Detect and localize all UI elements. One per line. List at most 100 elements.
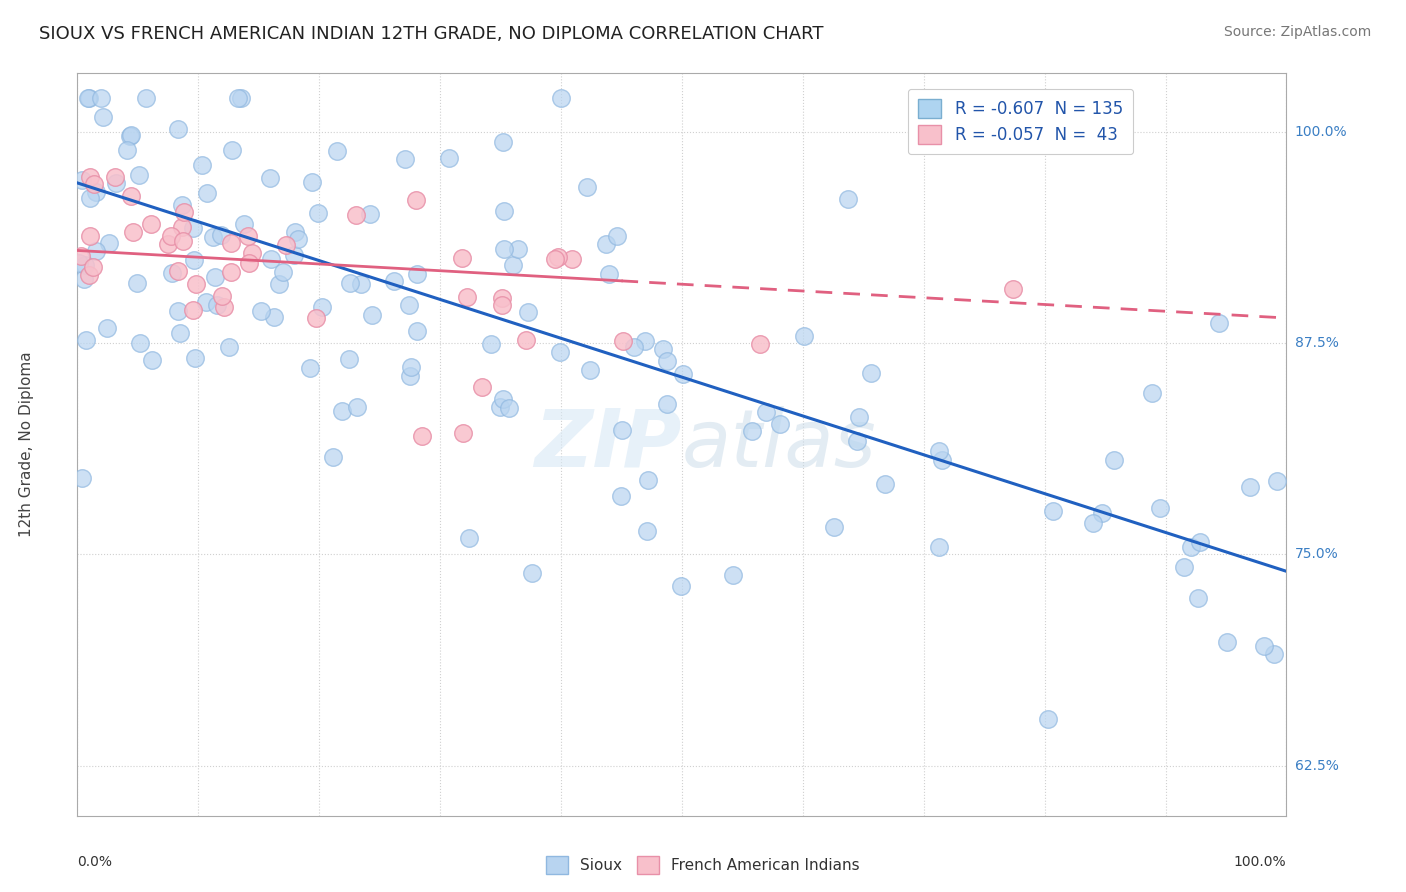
Point (405, 194, 427, 208)
Point (1253, 639, 1275, 653)
Point (70, 249, 93, 263)
Point (522, 566, 544, 580)
Point (139, 217, 162, 231)
Point (211, 289, 233, 303)
Point (184, 277, 207, 291)
Point (669, 579, 692, 593)
Point (494, 242, 516, 256)
Point (544, 252, 567, 266)
Text: SIOUX VS FRENCH AMERICAN INDIAN 12TH GRADE, NO DIPLOMA CORRELATION CHART: SIOUX VS FRENCH AMERICAN INDIAN 12TH GRA… (39, 25, 824, 43)
Point (491, 392, 513, 407)
Point (1239, 480, 1261, 494)
Point (848, 410, 870, 425)
Point (451, 426, 474, 441)
Point (135, 91, 157, 105)
Point (125, 276, 148, 290)
Point (307, 206, 329, 220)
Point (506, 242, 529, 256)
Point (845, 434, 868, 448)
Point (118, 128, 141, 143)
Point (547, 250, 569, 264)
Point (76, 91, 98, 105)
Point (276, 238, 298, 252)
Point (70, 173, 93, 187)
Point (204, 270, 226, 285)
Point (337, 352, 360, 367)
Point (283, 248, 305, 262)
Point (232, 218, 254, 232)
Point (931, 453, 953, 467)
Point (655, 397, 678, 411)
Point (471, 380, 494, 394)
Point (202, 230, 225, 244)
Point (191, 158, 214, 172)
Point (457, 532, 479, 546)
Point (128, 168, 150, 182)
Point (120, 189, 142, 203)
Point (860, 366, 883, 380)
Point (398, 298, 420, 312)
Point (636, 524, 658, 538)
Point (98, 236, 121, 251)
Point (606, 228, 628, 243)
Point (652, 343, 675, 357)
Text: atlas: atlas (682, 406, 877, 483)
Point (96, 321, 118, 335)
Point (84, 244, 107, 258)
Point (1036, 712, 1059, 726)
Point (612, 334, 634, 348)
Point (184, 351, 207, 366)
Point (382, 274, 405, 288)
Point (287, 232, 309, 246)
Point (128, 336, 150, 351)
Point (837, 192, 859, 206)
Point (823, 520, 845, 534)
Point (73, 258, 96, 272)
Point (406, 267, 429, 281)
Point (576, 179, 599, 194)
Point (492, 203, 515, 218)
Text: 100.0%: 100.0% (1295, 125, 1347, 139)
Point (1173, 559, 1195, 574)
Point (236, 229, 259, 244)
Point (83, 178, 105, 192)
Point (637, 473, 659, 487)
Point (623, 340, 645, 354)
Point (172, 219, 194, 234)
Point (875, 476, 897, 491)
Point (82, 260, 104, 274)
Point (219, 265, 242, 279)
Point (170, 198, 193, 212)
Point (450, 252, 472, 266)
Point (1265, 475, 1288, 489)
Text: 75.0%: 75.0% (1295, 548, 1339, 561)
Point (104, 176, 127, 190)
Point (598, 268, 620, 282)
Point (212, 300, 235, 314)
Point (221, 143, 243, 157)
Point (301, 175, 323, 189)
Point (209, 227, 232, 242)
Point (250, 304, 273, 318)
Point (928, 443, 950, 458)
Legend: R = -0.607  N = 135, R = -0.057  N =  43: R = -0.607 N = 135, R = -0.057 N = 43 (908, 89, 1133, 154)
Text: Source: ZipAtlas.com: Source: ZipAtlas.com (1223, 25, 1371, 39)
Text: 12th Grade, No Diploma: 12th Grade, No Diploma (20, 351, 34, 538)
Point (67, 256, 90, 270)
Point (1187, 591, 1209, 606)
Point (344, 208, 367, 222)
Point (72, 471, 94, 485)
Text: 100.0%: 100.0% (1234, 855, 1286, 869)
Point (115, 143, 138, 157)
Point (755, 405, 778, 419)
Point (173, 204, 195, 219)
Point (181, 302, 204, 317)
Point (928, 541, 950, 555)
Point (260, 252, 283, 266)
Point (226, 91, 249, 105)
Point (267, 277, 290, 292)
Point (167, 122, 190, 136)
Point (1104, 452, 1126, 467)
Point (672, 367, 695, 381)
Point (79, 229, 101, 244)
